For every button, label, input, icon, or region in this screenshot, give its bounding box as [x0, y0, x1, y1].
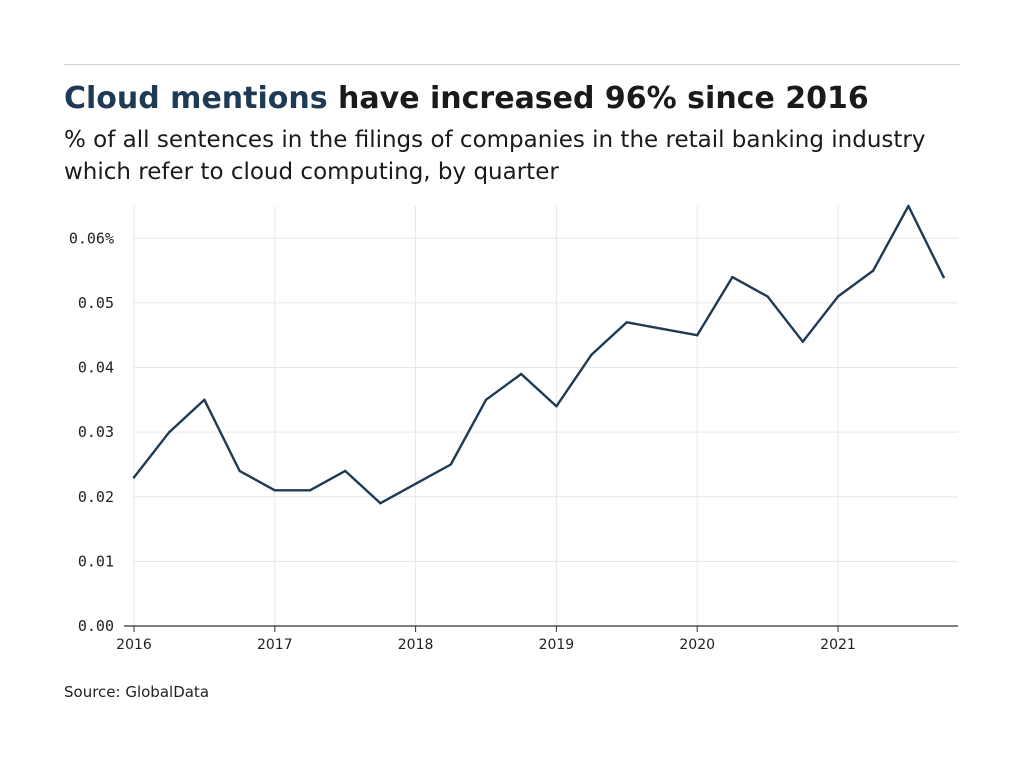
data-point	[132, 476, 136, 479]
data-point	[766, 295, 769, 298]
x-tick-label: 2018	[398, 637, 434, 653]
x-tick-label: 2021	[820, 637, 856, 653]
data-point	[414, 482, 417, 486]
chart-subtitle: % of all sentences in the filings of com…	[64, 127, 926, 185]
axes	[124, 625, 958, 632]
data-point	[379, 502, 382, 505]
data-point	[520, 372, 523, 376]
data-point	[801, 340, 804, 343]
data-point	[344, 469, 347, 473]
y-tick-labels: 0.00 0.01 0.02 0.03 0.04 0.05 0.06%	[69, 229, 114, 635]
line-chart: 0.000.010.020.030.040.050.06% 2016 2017 20…	[69, 204, 958, 653]
data-point	[731, 275, 734, 279]
series-group	[132, 204, 945, 505]
data-point	[590, 353, 593, 356]
x-tick-label: 2020	[679, 637, 715, 653]
source-note: Source: GlobalData	[64, 683, 210, 701]
y-gridlines	[134, 237, 958, 562]
chart-title: Cloud mentions have increased 96% since …	[64, 80, 869, 118]
y-tick-label: 0.04	[78, 359, 114, 377]
y-tick-label: 0.06%	[69, 229, 114, 247]
y-tick-label: 0.05	[78, 294, 114, 312]
x-tick-label: 2017	[257, 637, 293, 653]
data-point	[273, 489, 276, 492]
data-point	[696, 334, 699, 337]
y-tick-label: 0.02	[78, 488, 114, 506]
data-point	[484, 398, 488, 402]
data-point	[168, 430, 171, 434]
chart-title-rest: have increased 96% since 2016	[327, 81, 869, 116]
data-point	[449, 463, 452, 466]
data-point	[836, 295, 840, 298]
y-tick-label: 0.01	[78, 552, 114, 570]
top-rule	[64, 64, 960, 65]
x-tick-label: 2019	[539, 637, 575, 653]
series-line	[132, 204, 945, 505]
y-tick-label: 0.03	[78, 423, 114, 441]
x-tick-labels: 2016 2017 2018 2019 2020 2021	[116, 637, 856, 653]
data-point	[625, 321, 628, 324]
data-point	[308, 489, 312, 492]
x-gridlines	[133, 206, 839, 626]
data-point	[907, 204, 910, 208]
data-point	[872, 269, 875, 272]
data-point	[555, 405, 558, 408]
y-tick-label: 0.00	[78, 617, 114, 635]
data-point	[942, 275, 945, 279]
x-tick-label: 2016	[116, 637, 152, 653]
data-point	[238, 469, 241, 473]
data-point	[660, 327, 664, 330]
data-point	[203, 398, 206, 402]
chart-title-highlight: Cloud mentions	[64, 81, 328, 116]
